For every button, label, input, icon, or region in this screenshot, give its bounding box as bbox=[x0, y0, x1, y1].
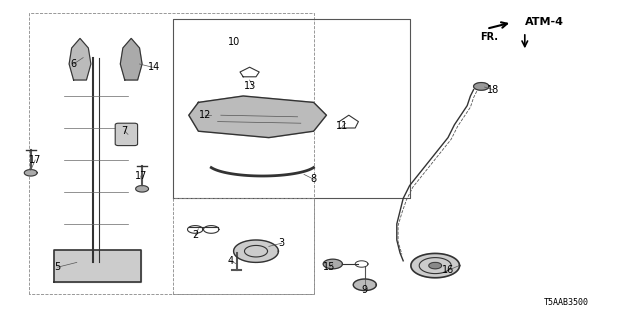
Polygon shape bbox=[69, 38, 91, 80]
Text: 17: 17 bbox=[134, 171, 147, 181]
Polygon shape bbox=[24, 170, 37, 176]
Text: 6: 6 bbox=[70, 59, 77, 69]
Polygon shape bbox=[411, 253, 460, 278]
Text: 8: 8 bbox=[310, 174, 317, 184]
Text: ATM-4: ATM-4 bbox=[525, 17, 564, 28]
Polygon shape bbox=[54, 250, 141, 282]
Text: 3: 3 bbox=[278, 238, 285, 248]
Polygon shape bbox=[234, 240, 278, 262]
Polygon shape bbox=[474, 83, 489, 90]
Polygon shape bbox=[120, 38, 142, 80]
Text: 15: 15 bbox=[323, 262, 336, 272]
Polygon shape bbox=[136, 186, 148, 192]
Polygon shape bbox=[353, 279, 376, 291]
Text: 12: 12 bbox=[198, 110, 211, 120]
Text: 2: 2 bbox=[192, 230, 198, 240]
Text: 13: 13 bbox=[243, 81, 256, 92]
Polygon shape bbox=[429, 262, 442, 269]
Text: 18: 18 bbox=[486, 84, 499, 95]
Text: T5AAB3500: T5AAB3500 bbox=[544, 298, 589, 307]
Text: 7: 7 bbox=[122, 126, 128, 136]
Text: 4: 4 bbox=[227, 256, 234, 266]
Text: FR.: FR. bbox=[480, 32, 498, 42]
Text: 10: 10 bbox=[227, 36, 240, 47]
Text: 17: 17 bbox=[29, 155, 42, 165]
Text: 11: 11 bbox=[336, 121, 349, 132]
Text: 5: 5 bbox=[54, 262, 61, 272]
Text: 14: 14 bbox=[147, 62, 160, 72]
Polygon shape bbox=[323, 259, 342, 269]
FancyBboxPatch shape bbox=[115, 123, 138, 146]
Polygon shape bbox=[189, 96, 326, 138]
Text: 16: 16 bbox=[442, 265, 454, 276]
Text: 9: 9 bbox=[362, 284, 368, 295]
